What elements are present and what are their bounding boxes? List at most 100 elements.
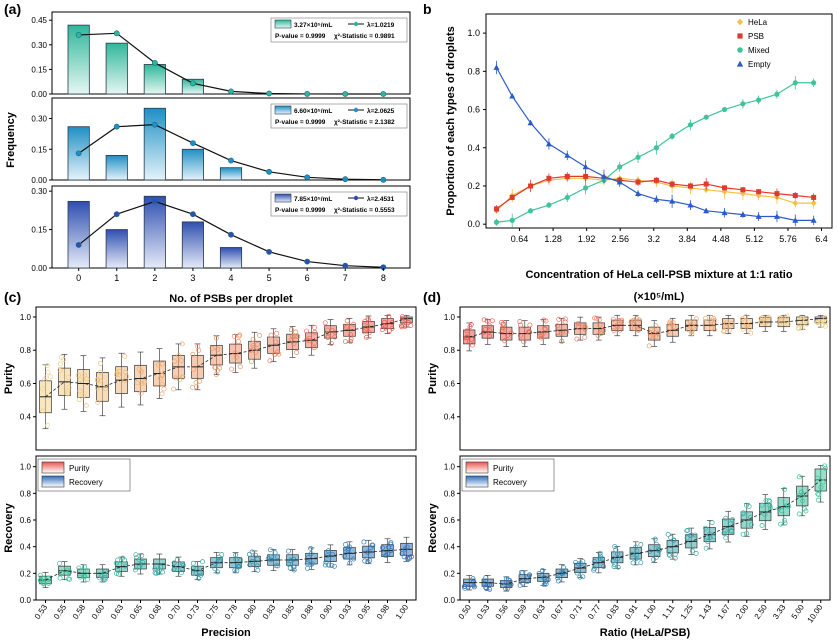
data-point <box>285 548 291 554</box>
data-point <box>600 173 607 179</box>
legend-fit-marker <box>353 21 359 27</box>
data-point <box>613 547 619 553</box>
data-point <box>597 555 603 561</box>
data-point <box>739 211 746 218</box>
data-point <box>364 334 369 340</box>
data-point <box>692 532 698 538</box>
data-point <box>500 580 505 586</box>
data-point <box>610 316 616 322</box>
x-tick-label: 0.80 <box>242 603 259 621</box>
y-tick-label: 0.6 <box>20 516 32 525</box>
data-point <box>822 465 828 471</box>
data-point <box>344 324 350 330</box>
legend-lambda: λ=1.0219 <box>367 21 395 29</box>
data-point <box>617 164 623 170</box>
p-value: P-value = 0.9999 <box>275 33 326 40</box>
p-value: P-value = 0.9999 <box>275 119 326 126</box>
data-point <box>347 560 353 566</box>
data-point <box>767 503 773 509</box>
data-point <box>722 185 728 191</box>
data-point <box>723 515 729 521</box>
data-point <box>777 315 782 321</box>
data-point <box>291 567 297 573</box>
data-point <box>704 534 710 540</box>
data-point <box>470 576 476 582</box>
panel-b-proportion-chart: 0.0 0.2 0.4 0.6 0.8 1.0 0.64 1.28 1.92 2.56 3.2 3.8… <box>445 13 833 303</box>
data-point <box>179 341 185 347</box>
legend-marker <box>737 47 743 53</box>
data-point <box>304 561 310 567</box>
data-point <box>815 497 821 503</box>
panel-a-histograms: 0.00 0.15 0.30 0.45 3.27×10⁵/mL λ=1.0219 P-val… <box>5 11 411 305</box>
poisson-fit-point <box>304 174 311 181</box>
data-point <box>486 582 492 588</box>
data-point <box>546 202 552 208</box>
data-point <box>160 569 166 575</box>
x-tick-label: 1.25 <box>679 603 696 621</box>
data-point <box>614 323 620 329</box>
data-point <box>114 372 119 377</box>
data-point <box>233 557 239 563</box>
data-point <box>237 332 243 338</box>
data-point <box>232 350 238 356</box>
x-tick-label: 0.53 <box>33 603 50 621</box>
data-point <box>779 508 785 514</box>
data-point <box>190 384 195 390</box>
data-point <box>465 584 471 590</box>
data-point <box>638 560 644 566</box>
legend-label: Recovery <box>69 478 103 487</box>
data-point <box>250 336 256 342</box>
data-point <box>755 213 762 219</box>
legend-lambda: λ=2.4531 <box>367 195 395 203</box>
data-point <box>276 351 282 357</box>
data-point <box>810 200 817 207</box>
data-point <box>574 336 580 342</box>
stats-box <box>270 17 408 43</box>
data-point <box>740 531 746 537</box>
y-tick-label: 0.8 <box>20 346 32 355</box>
data-point <box>693 550 699 556</box>
plot-frame <box>35 306 417 451</box>
data-point <box>707 531 713 537</box>
data-point <box>612 544 618 549</box>
x-tick-label: 1 <box>114 273 119 283</box>
data-point <box>774 191 780 197</box>
data-point <box>251 344 257 350</box>
y-tick-label: 1.0 <box>20 463 32 472</box>
data-point <box>331 563 337 569</box>
data-point <box>45 422 51 428</box>
data-point <box>693 316 699 322</box>
data-point <box>158 564 164 570</box>
data-point <box>792 193 798 199</box>
data-point <box>687 122 694 128</box>
y-tick-label: 0.30 <box>31 187 47 196</box>
poisson-fit-point <box>190 140 196 146</box>
data-point <box>505 577 511 583</box>
data-point <box>172 358 178 364</box>
poisson-fit-point <box>75 150 82 157</box>
data-point <box>361 539 367 545</box>
data-point <box>672 555 678 561</box>
data-point <box>653 145 659 151</box>
data-point <box>635 179 641 185</box>
poisson-fit-point <box>190 211 196 218</box>
data-point <box>388 540 394 545</box>
data-point <box>471 579 477 585</box>
poisson-fit-point <box>75 242 82 248</box>
y-tick-label: 0.00 <box>31 90 47 99</box>
data-point <box>369 542 375 548</box>
data-point <box>653 177 659 183</box>
data-point <box>291 564 297 570</box>
x-tick-label: 0.78 <box>223 603 240 621</box>
data-point <box>255 567 261 573</box>
x-tick-label: 0.95 <box>356 603 373 621</box>
data-point <box>387 328 393 333</box>
data-point <box>97 378 103 384</box>
data-point <box>138 369 144 375</box>
data-point <box>213 335 219 341</box>
data-point <box>505 332 511 338</box>
data-point <box>616 178 623 185</box>
data-point <box>564 329 569 335</box>
data-point <box>122 369 128 375</box>
data-point <box>582 334 588 340</box>
